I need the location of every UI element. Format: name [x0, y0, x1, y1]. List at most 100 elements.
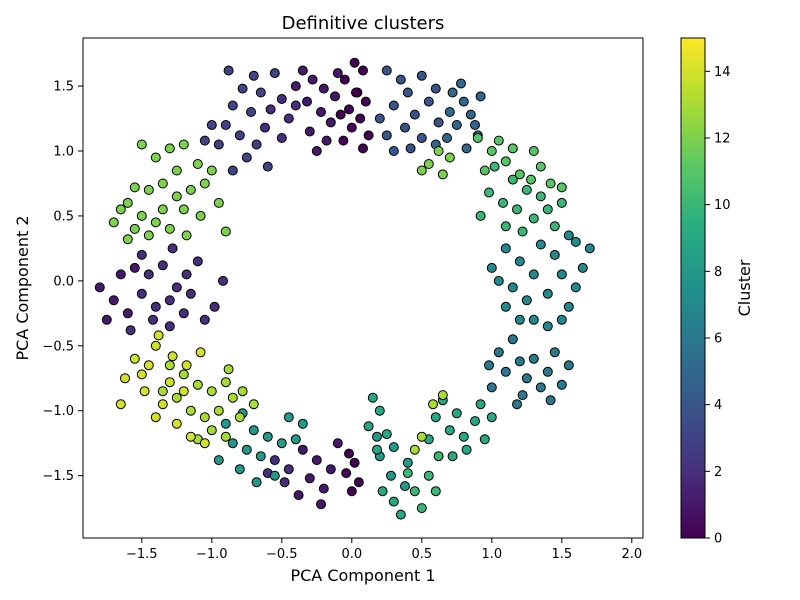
data-point-cluster-10-8: [521, 184, 532, 195]
data-point-cluster-9-16: [372, 444, 382, 455]
data-point-cluster-9-15: [381, 429, 392, 440]
data-point-cluster-7-12: [542, 321, 553, 332]
data-point-cluster-5-0: [447, 87, 458, 98]
y-axis-label: PCA Component 2: [13, 215, 32, 360]
data-point-cluster-8-9: [227, 438, 238, 449]
data-point-cluster-2-7: [185, 288, 196, 299]
data-point-cluster-2-15: [209, 301, 220, 312]
data-point-cluster-14-7: [157, 399, 168, 410]
data-point-cluster-0-10: [358, 143, 368, 154]
data-point-cluster-8-14: [251, 477, 262, 488]
data-point-cluster-9-9: [479, 434, 490, 445]
x-tick-label: −0.5: [266, 547, 298, 562]
data-point-cluster-10-2: [512, 204, 522, 215]
data-point-cluster-4-11: [430, 83, 441, 94]
data-point-cluster-9-6: [430, 412, 441, 423]
data-point-cluster-12-17: [192, 159, 203, 169]
data-point-cluster-4-6: [381, 130, 392, 141]
data-point-cluster-12-9: [185, 184, 196, 195]
data-point-cluster-7-6: [556, 269, 567, 280]
data-point-cluster-5-6: [461, 143, 472, 154]
data-point-cluster-5-2: [465, 109, 476, 120]
data-point-cluster-8-19: [400, 481, 410, 492]
data-point-cluster-10-16: [423, 470, 434, 481]
data-point-cluster-13-5: [227, 392, 238, 403]
data-point-cluster-13-19: [428, 399, 438, 410]
data-point-cluster-12-24: [181, 230, 192, 241]
data-point-cluster-10-12: [556, 197, 567, 208]
data-point-cluster-2-24: [269, 455, 280, 466]
data-point-cluster-1-25: [115, 269, 126, 280]
data-point-cluster-7-3: [507, 282, 518, 293]
data-point-cluster-8-4: [255, 451, 266, 462]
data-point-cluster-7-11: [556, 314, 567, 325]
data-point-cluster-13-0: [164, 360, 175, 371]
data-point-cluster-8-10: [220, 418, 231, 429]
data-point-cluster-12-6: [171, 191, 182, 202]
data-point-cluster-12-2: [150, 217, 161, 228]
data-point-cluster-13-1: [178, 369, 189, 380]
data-point-cluster-8-12: [283, 412, 294, 423]
data-point-cluster-6-13: [512, 399, 522, 410]
data-point-cluster-12-16: [108, 217, 119, 228]
data-point-cluster-14-17: [153, 330, 164, 341]
data-point-cluster-12-10: [199, 178, 210, 189]
data-point-cluster-14-5: [164, 377, 175, 388]
data-point-cluster-12-31: [444, 152, 455, 163]
data-point-cluster-10-7: [535, 191, 546, 202]
data-point-cluster-2-16: [218, 275, 228, 286]
data-point-cluster-14-8: [171, 418, 182, 429]
data-point-cluster-3-6: [213, 139, 224, 150]
data-point-cluster-12-11: [171, 165, 182, 176]
data-point-cluster-4-0: [381, 65, 392, 76]
data-point-cluster-3-4: [234, 130, 245, 141]
data-point-cluster-7-15: [514, 314, 525, 325]
y-tick-label: 0.0: [53, 274, 74, 289]
data-point-cluster-0-7: [346, 122, 357, 133]
data-point-cluster-14-2: [136, 369, 147, 380]
data-point-cluster-6-5: [528, 353, 539, 364]
data-point-cluster-8-3: [262, 431, 273, 442]
data-point-cluster-10-3: [528, 213, 539, 224]
data-point-cluster-8-16: [388, 442, 399, 453]
colorbar: [680, 37, 706, 539]
data-point-cluster-12-26: [136, 139, 147, 150]
colorbar-tick-label: 10: [714, 198, 731, 213]
data-point-cluster-5-10: [456, 78, 466, 89]
data-point-cluster-2-0: [136, 288, 147, 299]
data-point-cluster-2-21: [260, 122, 270, 133]
data-point-cluster-0-0: [349, 57, 360, 68]
data-point-cluster-0-9: [338, 135, 349, 146]
data-point-cluster-4-3: [388, 100, 399, 111]
data-point-cluster-4-14: [433, 117, 444, 128]
colorbar-tick-label: 6: [714, 332, 722, 347]
data-point-cluster-2-10: [199, 314, 210, 325]
data-point-cluster-13-4: [220, 377, 231, 388]
data-point-cluster-7-0: [500, 243, 511, 254]
data-point-cluster-1-22: [122, 308, 133, 319]
data-point-cluster-13-7: [199, 412, 210, 423]
data-point-cluster-7-16: [493, 275, 504, 286]
data-point-cluster-6-9: [549, 347, 560, 358]
data-point-cluster-2-1: [150, 301, 161, 312]
data-point-cluster-12-20: [164, 143, 175, 154]
data-point-cluster-14-0: [129, 353, 140, 364]
data-point-cluster-12-8: [178, 204, 189, 215]
data-point-cluster-10-6: [542, 204, 553, 215]
data-point-cluster-3-0: [237, 83, 248, 94]
data-point-cluster-12-25: [122, 234, 133, 245]
data-point-cluster-14-11: [199, 438, 210, 449]
data-point-cluster-14-4: [150, 340, 161, 351]
data-point-cluster-6-14: [545, 395, 556, 406]
data-point-cluster-9-4: [470, 416, 480, 427]
data-point-cluster-3-12: [248, 70, 259, 81]
data-point-cluster-7-18: [584, 243, 595, 254]
data-point-cluster-10-17: [402, 468, 413, 479]
data-point-cluster-2-17: [125, 325, 136, 336]
data-point-cluster-7-10: [570, 282, 581, 293]
plot-frame: [82, 37, 644, 539]
data-point-cluster-14-1: [143, 360, 154, 371]
data-point-cluster-2-22: [276, 133, 287, 143]
data-point-cluster-9-11: [486, 412, 497, 423]
